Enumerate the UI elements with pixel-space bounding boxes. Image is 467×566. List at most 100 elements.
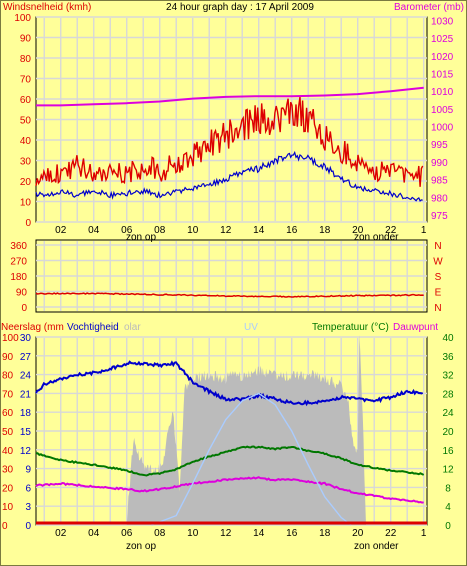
rain-tick-label: 40 [2, 446, 14, 457]
rain-tick-label: 0 [2, 521, 8, 532]
wind-direction-line [35, 292, 424, 298]
barometer-axis-label: Barometer (mb) [394, 2, 464, 13]
x-tick-label: 20 [352, 225, 364, 236]
humidity-tick-label: 24 [20, 371, 32, 382]
x-tick-label: 06 [121, 528, 133, 539]
x-tick-label: 02 [55, 225, 67, 236]
sunset-label: zon onder [354, 232, 399, 243]
x-tick-label: 18 [319, 528, 331, 539]
x-tick-label: 06 [121, 225, 133, 236]
barometer-tick-label: 1010 [431, 87, 454, 98]
humidity-tick-label: 12 [20, 446, 32, 457]
temperature-tick-label: 36 [442, 352, 454, 363]
wind-tick-label: 20 [20, 177, 32, 188]
x-tick-label: 10 [187, 528, 199, 539]
direction-tick-label: 180 [10, 272, 27, 283]
barometer-tick-label: 1030 [431, 17, 454, 28]
temperature-tick-label: 20 [442, 427, 454, 438]
barometer-tick-label: 1020 [431, 52, 454, 63]
direction-tick-label: 90 [16, 288, 28, 299]
humidity-tick-label: 18 [20, 408, 32, 419]
x-tick-label: 08 [154, 528, 166, 539]
barometer-tick-label: 995 [431, 140, 448, 151]
barometer-tick-label: 1025 [431, 34, 454, 45]
wind-tick-label: 80 [20, 54, 32, 65]
wind-tick-label: 90 [20, 34, 32, 45]
rain-tick-label: 10 [2, 502, 14, 513]
barometer-tick-label: 975 [431, 211, 448, 222]
solar-axis-label: olar [124, 322, 141, 333]
temperature-tick-label: 28 [442, 389, 454, 400]
chart-title: 24 hour graph day : 17 April 2009 [166, 2, 314, 13]
rain-axis-label: Neerslag (mm [1, 322, 64, 333]
rain-tick-label: 30 [2, 465, 14, 476]
x-tick-label: 14 [253, 528, 265, 539]
series-lines [35, 86, 427, 526]
solar-series [126, 334, 366, 525]
dewpoint-axis-label: Dauwpunt [393, 322, 438, 333]
temperature-tick-label: 40 [442, 333, 454, 344]
solar-area [126, 334, 366, 525]
barometer-tick-label: 985 [431, 176, 448, 187]
temperature-axis-label: Temperatuur (°C) [312, 322, 389, 333]
x-tick-label: 16 [286, 225, 298, 236]
x-tick-label: 12 [220, 528, 232, 539]
x-tick-label: 08 [154, 225, 166, 236]
compass-tick-label: W [433, 257, 443, 268]
x-tick-label: 10 [187, 225, 199, 236]
wind-tick-label: 0 [25, 218, 31, 229]
rain-tick-label: 60 [2, 408, 14, 419]
wind-tick-label: 50 [20, 116, 32, 127]
barometer-tick-label: 990 [431, 158, 448, 169]
temperature-tick-label: 8 [445, 483, 451, 494]
humidity-tick-label: 9 [25, 465, 31, 476]
temperature-tick-label: 0 [445, 521, 451, 532]
compass-tick-label: N [434, 303, 441, 314]
x-tick-label: 18 [319, 225, 331, 236]
humidity-tick-label: 27 [20, 352, 32, 363]
compass-tick-label: E [435, 288, 442, 299]
humidity-tick-label: 30 [20, 333, 32, 344]
temperature-tick-label: 16 [442, 446, 454, 457]
rain-tick-label: 80 [2, 371, 14, 382]
barometer-line [36, 86, 424, 107]
direction-tick-label: 270 [10, 257, 27, 268]
barometer-tick-label: 1000 [431, 123, 454, 134]
uv-axis-label: UV [244, 322, 258, 333]
temperature-tick-label: 4 [445, 502, 451, 513]
dewpoint-line [35, 476, 424, 504]
humidity-tick-label: 15 [20, 427, 32, 438]
rain-tick-label: 100 [2, 333, 19, 344]
temperature-tick-label: 32 [442, 371, 454, 382]
rain-tick-label: 20 [2, 483, 14, 494]
tick-labels: 02 04 06 08 10 12 14 16 18 20 22 102 04 06 08 10 12 14 16 1… [2, 13, 454, 539]
wind-tick-label: 40 [20, 136, 32, 147]
x-tick-label: 12 [220, 225, 232, 236]
humidity-line [35, 360, 424, 407]
wind-tick-label: 70 [20, 75, 32, 86]
x-tick-label: 16 [286, 528, 298, 539]
uv-line [151, 392, 352, 526]
sunset-label-bottom: zon onder [354, 541, 399, 552]
x-tick-label: 02 [55, 528, 67, 539]
x-tick-label: 22 [385, 528, 397, 539]
wind-axis-label: Windsnelheid (kmh) [3, 2, 91, 13]
rain-tick-label: 90 [2, 352, 14, 363]
humidity-tick-label: 3 [25, 502, 31, 513]
x-tick-label: 1 [421, 528, 427, 539]
temperature-line [36, 445, 425, 477]
wind-average-line [35, 150, 423, 202]
sunrise-label: zon op [126, 232, 156, 243]
rain-tick-label: 50 [2, 427, 14, 438]
temperature-tick-label: 12 [442, 465, 454, 476]
humidity-axis-label: Vochtigheid [67, 322, 119, 333]
x-tick-label: 14 [253, 225, 265, 236]
wind-tick-label: 10 [20, 198, 32, 209]
direction-tick-label: 0 [21, 303, 27, 314]
barometer-tick-label: 1015 [431, 70, 454, 81]
x-tick-label: 20 [352, 528, 364, 539]
compass-tick-label: S [435, 272, 442, 283]
wind-tick-label: 100 [14, 13, 31, 24]
x-tick-label: 04 [88, 528, 100, 539]
